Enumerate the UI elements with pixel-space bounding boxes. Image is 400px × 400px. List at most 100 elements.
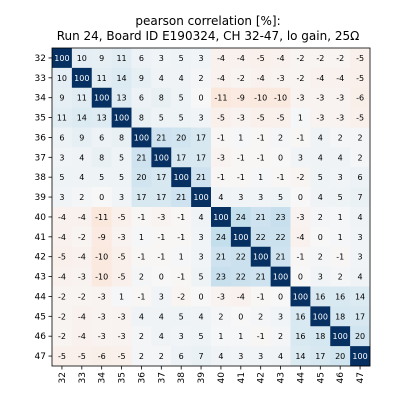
cell-value-label: 2 — [139, 332, 144, 341]
cell-value-label: 4 — [199, 312, 204, 321]
cell-value-label: -4 — [58, 233, 66, 242]
cell-value-label: -2 — [58, 312, 66, 321]
cell-value-label: -3 — [118, 233, 126, 242]
heatmap-cell — [52, 127, 73, 148]
cell-value-label: -3 — [217, 292, 225, 301]
heatmap-cell — [310, 246, 331, 267]
cell-value-label: 4 — [199, 213, 204, 222]
heatmap-cell — [191, 326, 212, 347]
cell-value-label: 4 — [218, 193, 223, 202]
cell-value-label: 2 — [79, 193, 84, 202]
cell-value-label: -4 — [336, 74, 344, 83]
y-tick-label: 36 — [35, 133, 47, 143]
heatmap-cell — [91, 48, 112, 69]
heatmap-cell — [131, 147, 152, 168]
cell-value-label: 20 — [136, 173, 146, 182]
heatmap-cell — [230, 246, 252, 267]
heatmap-cell — [191, 147, 212, 168]
cell-value-label: 3 — [59, 153, 64, 162]
heatmap-cell — [250, 226, 271, 248]
cell-value-label: 8 — [139, 114, 144, 123]
heatmap-cell — [52, 346, 73, 367]
cell-value-label: 1 — [258, 173, 263, 182]
heatmap-cell — [131, 226, 152, 248]
cell-value-label: 100 — [333, 332, 348, 341]
heatmap-cell — [151, 48, 172, 69]
cell-value-label: -5 — [78, 352, 86, 361]
heatmap-cell — [131, 266, 152, 287]
x-tick-label: 44 — [296, 372, 306, 384]
cell-value-label: 100 — [54, 54, 69, 63]
y-tick-label: 42 — [35, 253, 46, 263]
cell-value-label: 1 — [238, 332, 243, 341]
heatmap-cell — [91, 107, 112, 128]
cell-value-label: 2 — [159, 352, 164, 361]
heatmap-cell — [171, 107, 192, 128]
cell-value-label: 2 — [139, 352, 144, 361]
heatmap-cell — [250, 147, 271, 168]
x-tick-label: 38 — [177, 372, 187, 384]
cell-value-label: -1 — [296, 133, 304, 142]
cell-value-label: -5 — [118, 213, 126, 222]
cell-value-label: 2 — [318, 213, 323, 222]
heatmap-cell — [191, 167, 212, 188]
cell-value-label: -1 — [336, 253, 344, 262]
heatmap-cell — [330, 207, 351, 228]
heatmap-cell — [171, 167, 192, 188]
cell-value-label: 100 — [313, 312, 328, 321]
cell-value-label: 1 — [338, 233, 343, 242]
cell-value-label: -5 — [58, 253, 66, 262]
cell-value-label: 1 — [139, 233, 144, 242]
cell-value-label: 5 — [159, 114, 164, 123]
heatmap-cell — [131, 167, 152, 188]
heatmap-cell — [230, 266, 252, 287]
heatmap-cell — [211, 48, 232, 69]
heatmap-cell — [270, 286, 291, 307]
heatmap-cell — [91, 87, 112, 108]
heatmap-cell — [71, 127, 93, 148]
y-axis-ticks: 32 33 34 35 36 37 38 39 40 41 42 43 44 45 46 47 — [35, 54, 52, 362]
y-tick-label: 44 — [35, 292, 47, 302]
cell-value-label: 2 — [218, 312, 223, 321]
heatmap-cell — [290, 207, 311, 228]
heatmap-cell — [230, 87, 252, 108]
cell-value-label: 100 — [154, 153, 169, 162]
heatmap-cell — [191, 286, 212, 307]
cell-value-label: 13 — [97, 114, 107, 123]
cell-value-label: 21 — [156, 133, 166, 142]
cell-value-label: -5 — [118, 253, 126, 262]
cell-value-label: 100 — [273, 273, 288, 282]
y-tick-label: 39 — [35, 193, 47, 203]
cell-value-label: 8 — [119, 133, 124, 142]
cell-value-label: 14 — [355, 292, 365, 301]
heatmap-cell — [211, 286, 232, 307]
cell-value-label: 2 — [258, 312, 263, 321]
heatmap-cell — [71, 147, 93, 168]
x-tick-label: 41 — [237, 372, 247, 383]
cell-value-label: 21 — [256, 213, 266, 222]
cell-value-label: 3 — [199, 114, 204, 123]
heatmap-cell — [230, 48, 252, 69]
heatmap-cell — [270, 246, 291, 267]
cell-value-label: -10 — [254, 94, 267, 103]
cell-value-label: -11 — [95, 213, 108, 222]
cell-value-label: 22 — [275, 233, 285, 242]
cell-value-label: 6 — [139, 94, 144, 103]
y-tick-label: 46 — [35, 332, 47, 342]
heatmap-cell — [211, 107, 232, 128]
y-tick-label: 41 — [35, 233, 46, 243]
heatmap-cell — [230, 107, 252, 128]
heatmap-cell — [171, 306, 192, 327]
heatmap-cell — [350, 127, 371, 148]
cell-value-label: 5 — [199, 332, 204, 341]
cell-value-label: 2 — [358, 133, 363, 142]
cell-value-label: 2 — [199, 74, 204, 83]
heatmap-cell — [211, 226, 232, 248]
x-tick-label: 37 — [157, 372, 167, 383]
cell-value-label: 2 — [318, 253, 323, 262]
heatmap-cell — [250, 127, 271, 148]
heatmap-cell — [151, 326, 172, 347]
cell-value-label: 3 — [298, 153, 303, 162]
cell-value-label: 4 — [139, 312, 144, 321]
heatmap-cell — [91, 326, 112, 347]
